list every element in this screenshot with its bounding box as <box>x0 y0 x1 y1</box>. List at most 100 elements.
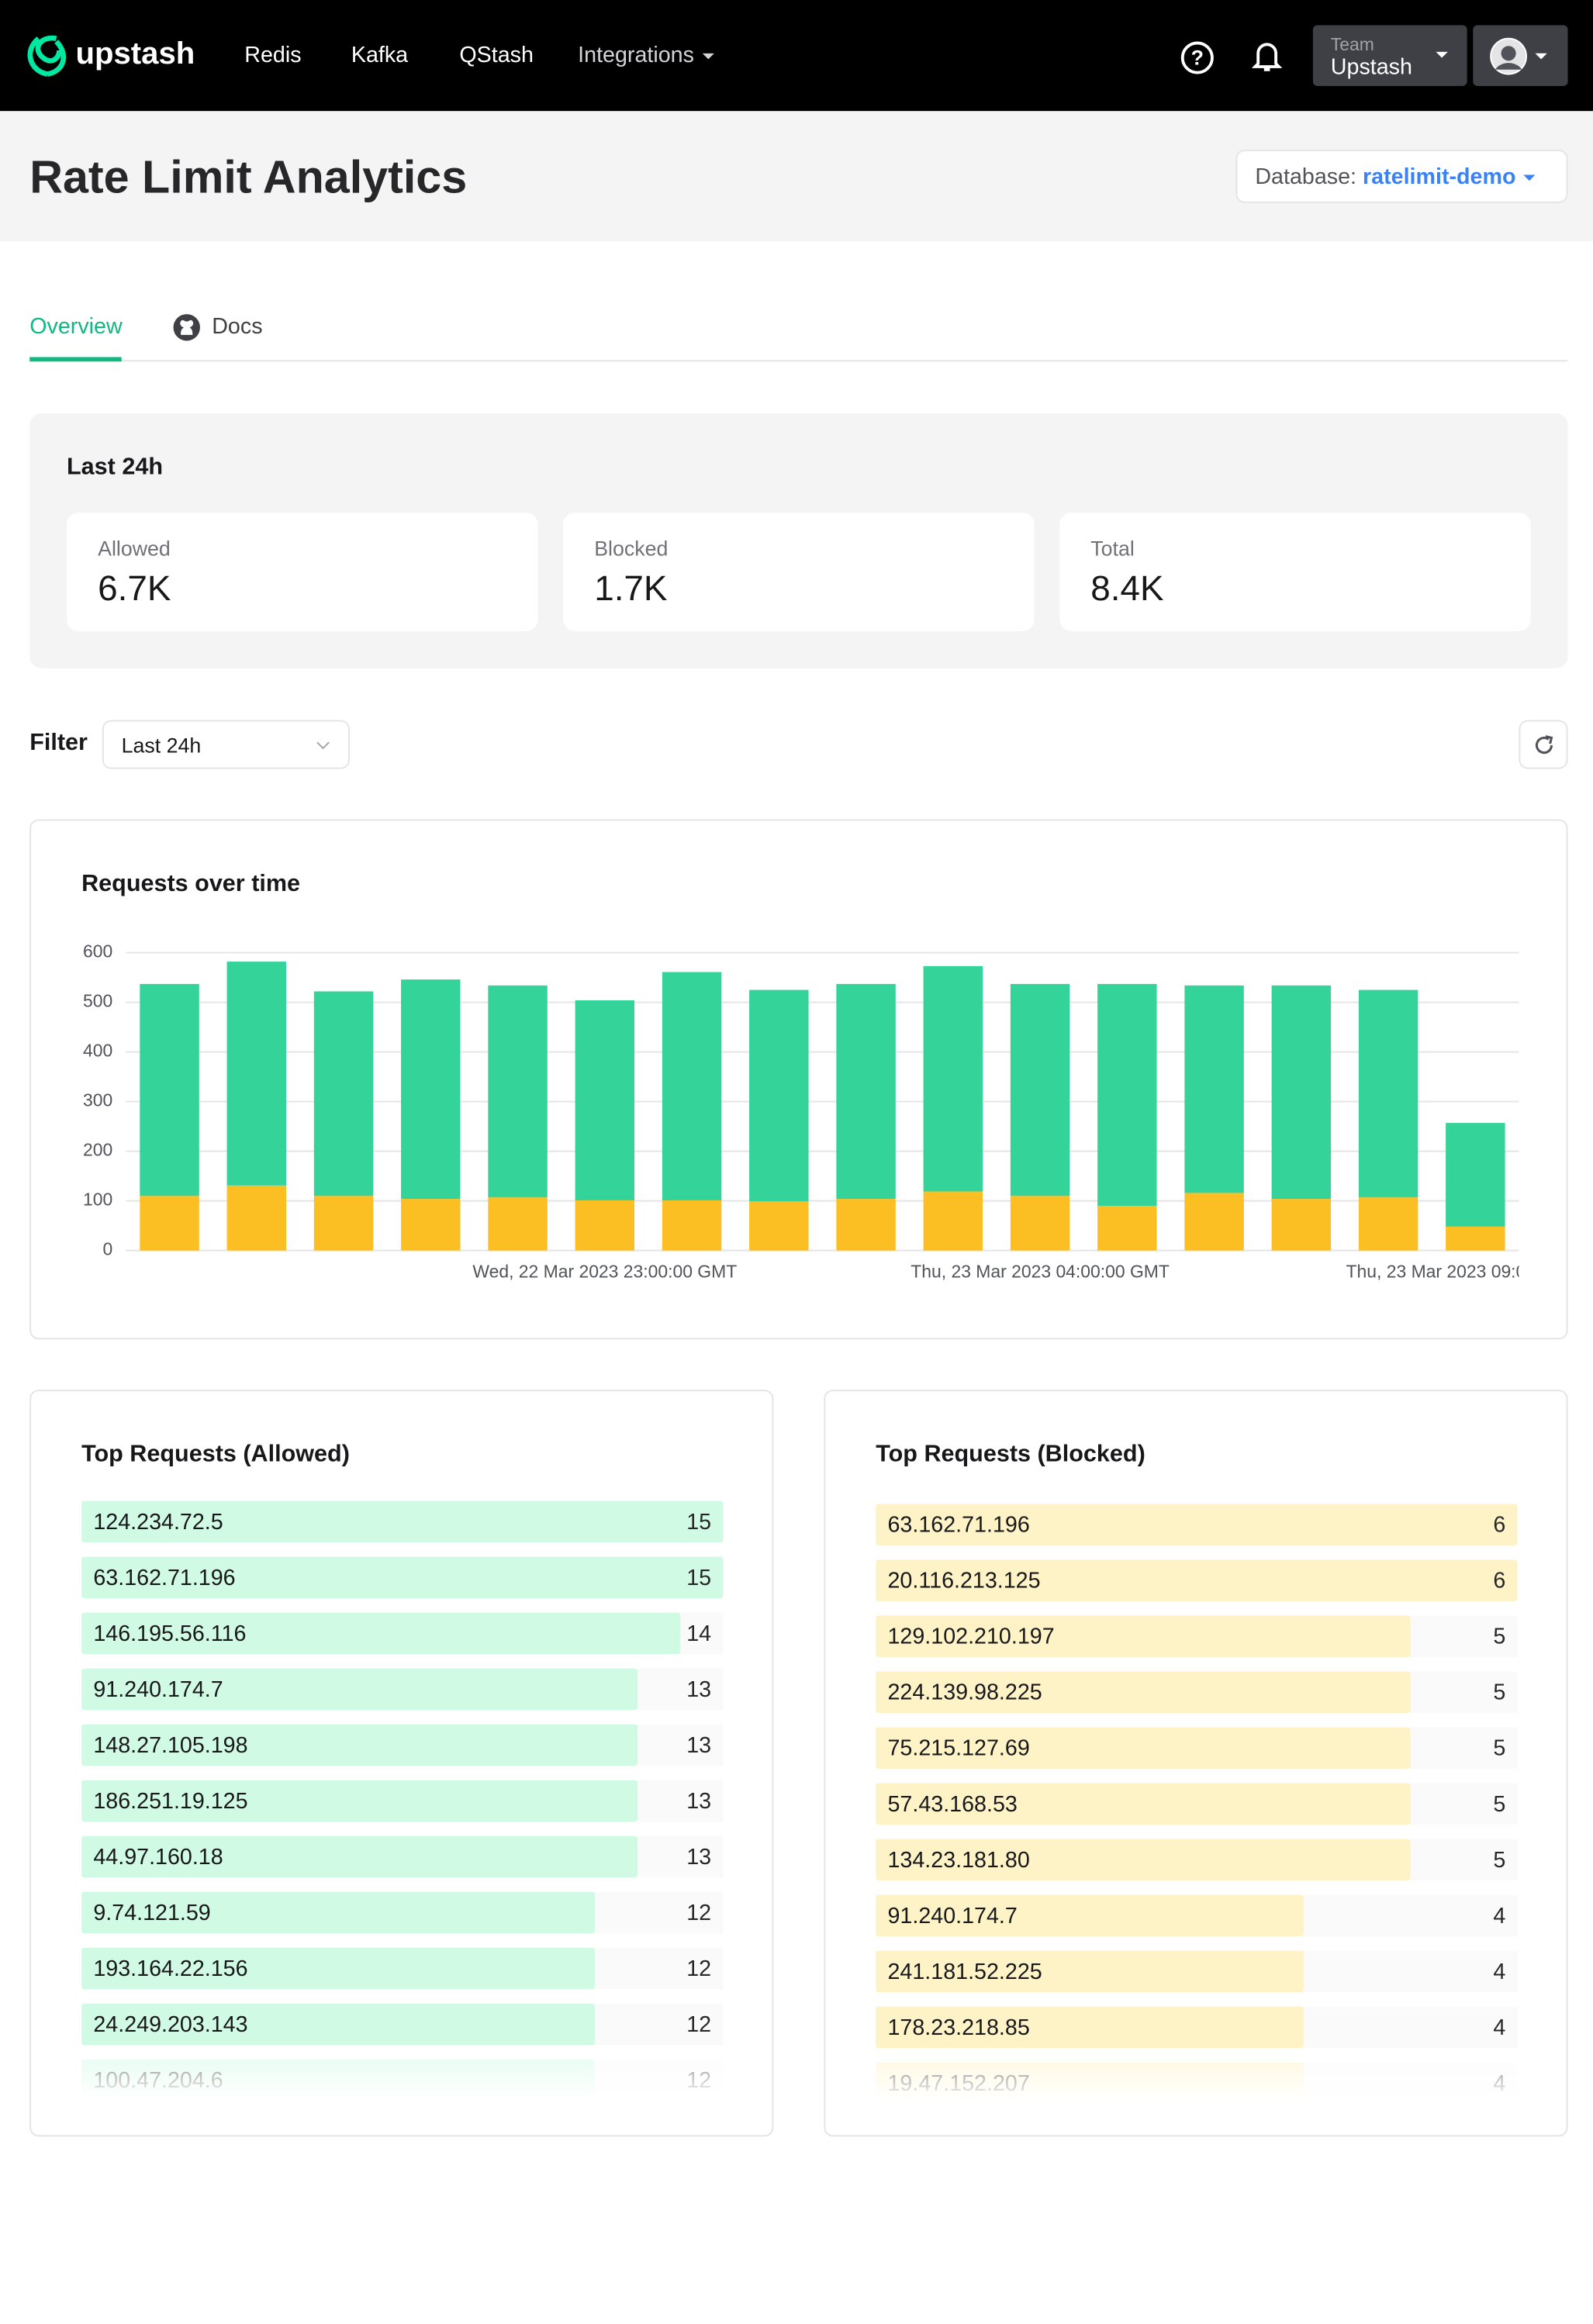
tab-overview[interactable]: Overview <box>29 314 122 339</box>
row-ip: 148.27.105.198 <box>93 1733 247 1758</box>
row-ip: 241.181.52.225 <box>888 1960 1042 1984</box>
list-row: 19.47.152.207 4 <box>876 2063 1517 2104</box>
bar-segment <box>488 1197 547 1250</box>
team-name: Upstash <box>1331 55 1412 80</box>
list-row: 148.27.105.198 13 <box>81 1725 723 1766</box>
filter-value: Last 24h <box>122 734 202 758</box>
row-count: 4 <box>1493 1904 1505 1929</box>
row-count: 12 <box>686 1901 711 1925</box>
list-row: 178.23.218.85 4 <box>876 2007 1517 2048</box>
bar-segment <box>575 1200 634 1251</box>
row-count: 5 <box>1493 1736 1505 1761</box>
row-ip: 75.215.127.69 <box>888 1736 1030 1761</box>
bar-segment <box>1097 1206 1156 1251</box>
summary-panel: Last 24h Allowed6.7KBlocked1.7KTotal8.4K <box>29 413 1567 668</box>
row-ip: 91.240.174.7 <box>888 1904 1018 1929</box>
list-row: 9.74.121.5912 <box>81 1892 723 1933</box>
row-count: 4 <box>1493 1960 1505 1984</box>
help-icon[interactable]: ? <box>1180 40 1215 76</box>
row-ip: 20.116.213.125 <box>888 1569 1041 1594</box>
row-ip: 124.234.72.5 <box>93 1510 223 1535</box>
y-tick-label: 200 <box>83 1140 112 1160</box>
stat-card: Blocked1.7K <box>563 513 1035 631</box>
y-tick-label: 600 <box>83 941 112 962</box>
list-row: 75.215.127.69 5 <box>876 1727 1517 1768</box>
nav-link[interactable]: Integrations <box>578 43 715 67</box>
row-count: 4 <box>1493 2071 1505 2096</box>
bar-segment <box>401 1199 460 1251</box>
bar-segment <box>314 992 373 1197</box>
row-ip: 100.47.204.6 <box>93 2068 223 2093</box>
chart-card: Requests over time 0100200300400500600We… <box>29 820 1567 1340</box>
bar-segment <box>1359 1197 1418 1250</box>
stat-card: Allowed 6.7K <box>67 513 538 631</box>
list-row: 129.102.210.197 5 <box>876 1615 1517 1656</box>
list-row: 134.23.181.805 <box>876 1839 1517 1880</box>
row-ip: 19.47.152.207 <box>888 2071 1030 2096</box>
bell-icon[interactable] <box>1253 40 1282 73</box>
x-tick-label: Thu, 23 Mar 2023 09:00:00 GMT <box>1346 1261 1568 1281</box>
list-row: 24.249.203.14312 <box>81 2004 723 2045</box>
row-count: 4 <box>1493 2015 1505 2040</box>
list-row: 91.240.174.7 4 <box>876 1895 1517 1936</box>
bar-segment <box>749 990 808 1202</box>
list-title: Top Requests (Allowed) <box>81 1440 350 1466</box>
row-ip: 63.162.71.196 <box>888 1513 1030 1538</box>
bar-segment <box>1184 1193 1243 1250</box>
chevron <box>316 741 330 749</box>
tab-docs[interactable]: Docs <box>212 314 262 339</box>
bar-segment <box>749 1201 808 1250</box>
row-count: 5 <box>1493 1625 1505 1649</box>
bar-segment <box>1446 1123 1505 1227</box>
bar-segment <box>488 986 547 1197</box>
list-title: Top Requests (Blocked) <box>876 1440 1146 1466</box>
stat-label: Blocked <box>594 537 668 561</box>
bar-segment <box>662 1200 721 1251</box>
row-count: 6 <box>1493 1513 1505 1538</box>
avatar-menu[interactable] <box>1473 25 1567 85</box>
bar-segment <box>836 1199 895 1251</box>
bar-segment <box>140 984 199 1196</box>
top-allowed-card: Top Requests (Allowed)124.234.72.51563.1… <box>29 1390 773 2136</box>
row-count: 13 <box>686 1733 711 1758</box>
refresh-icon <box>1533 734 1557 758</box>
list-row: 241.181.52.225 4 <box>876 1951 1517 1992</box>
row-ip: 44.97.160.18 <box>93 1845 223 1870</box>
brand[interactable]: upstash <box>75 37 195 73</box>
bar-segment <box>227 962 286 1186</box>
row-ip: 57.43.168.53 <box>888 1792 1018 1817</box>
row-ip: 178.23.218.85 <box>888 2015 1030 2040</box>
row-count: 6 <box>1493 1569 1505 1594</box>
bar-segment <box>314 1196 373 1250</box>
nav-link[interactable]: Redis <box>244 43 301 67</box>
team-switcher[interactable]: Team Upstash <box>1313 25 1467 85</box>
chart-title: Requests over time <box>81 870 300 896</box>
filter-select[interactable]: Last 24h <box>102 720 350 769</box>
row-count: 13 <box>686 1845 711 1870</box>
refresh-button[interactable] <box>1519 720 1567 769</box>
summary-title: Last 24h <box>67 455 163 482</box>
caret <box>1435 50 1450 59</box>
row-count: 14 <box>686 1621 711 1646</box>
x-tick-label: Thu, 23 Mar 2023 04:00:00 GMT <box>911 1261 1170 1281</box>
list-row: 91.240.174.713 <box>81 1669 723 1710</box>
nav-link[interactable]: QStash <box>459 43 534 67</box>
avatar <box>1489 37 1560 76</box>
list-row: 20.116.213.125 6 <box>876 1559 1517 1601</box>
list-row: 146.195.56.11614 <box>81 1613 723 1654</box>
bar-segment <box>1272 986 1331 1199</box>
stat-label: Allowed <box>98 537 171 561</box>
row-count: 12 <box>686 2012 711 2037</box>
github-icon <box>172 313 202 342</box>
stat-value: 6.7K <box>98 569 171 610</box>
list-row: 63.162.71.19615 <box>81 1557 723 1598</box>
row-count: 13 <box>686 1789 711 1814</box>
bar-segment <box>1446 1227 1505 1251</box>
row-count: 12 <box>686 2068 711 2093</box>
database-select[interactable]: Database: ratelimit-demo <box>1236 150 1568 203</box>
nav-link[interactable]: Kafka <box>351 43 408 67</box>
row-ip: 129.102.210.197 <box>888 1625 1055 1649</box>
bar-segment <box>662 972 721 1200</box>
bar-segment <box>401 979 460 1199</box>
